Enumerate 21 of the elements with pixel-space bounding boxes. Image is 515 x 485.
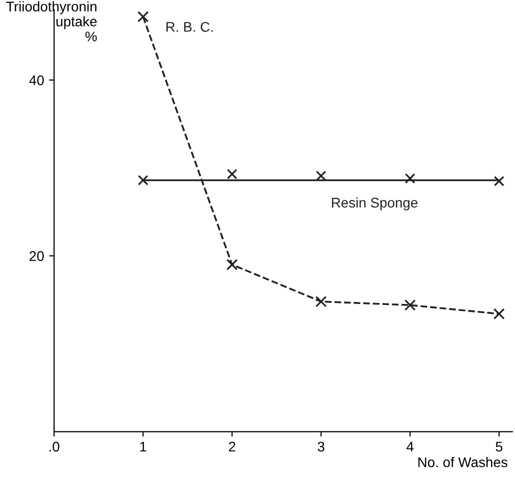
point	[137, 11, 149, 22]
point	[138, 175, 148, 186]
x-tick-label: 2	[228, 442, 236, 452]
x-tick-label: 1	[140, 442, 146, 452]
y-tick-label: 40	[29, 75, 44, 86]
series-label: Resin Sponge	[332, 197, 418, 210]
point	[404, 299, 416, 311]
y-tick-label: 20	[30, 251, 44, 262]
x-tick-label: 5	[496, 442, 502, 452]
point	[404, 173, 416, 184]
x-tick-label: .0	[50, 442, 60, 452]
x-tick-label: 4	[406, 442, 414, 452]
series-label: R. B. C.	[166, 22, 213, 32]
point	[315, 296, 327, 308]
point	[493, 308, 505, 320]
x-axis-title: No. of Washes	[418, 456, 508, 468]
point	[226, 258, 238, 270]
x-tick-label: 3	[318, 442, 324, 452]
y-axis-title: Triiodothyronin uptake %	[6, 1, 97, 42]
point	[494, 176, 504, 186]
point	[226, 168, 238, 180]
